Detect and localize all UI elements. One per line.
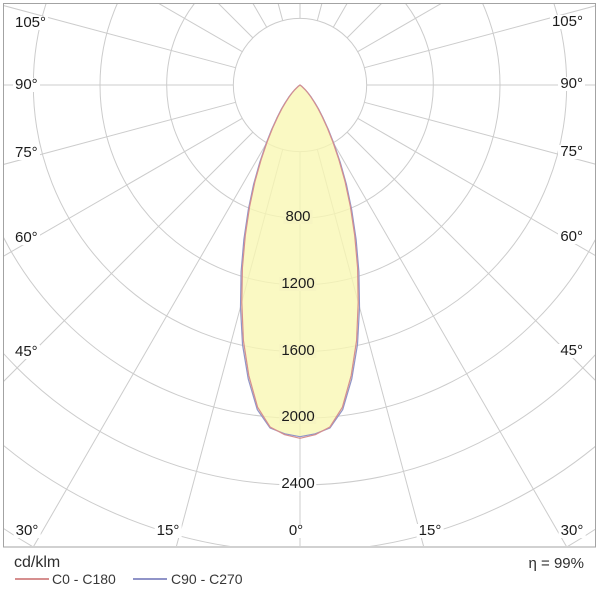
angle-label-bottom-30°-0: 30°	[13, 522, 41, 539]
curve-c90-c270	[239, 84, 361, 438]
angle-label-left-45°: 45°	[13, 343, 40, 360]
beam-curves	[239, 84, 361, 439]
polar-plot-area: 800 1200 1600 2000 2400 105° 90° 75° 60° 45° 105° 9…	[3, 3, 596, 548]
units-label: cd/klm	[14, 554, 61, 571]
legend-label-c0-c180: C0 - C180	[52, 571, 116, 587]
angle-label-bottom-15°-3: 15°	[416, 522, 444, 539]
efficiency-label: η = 99%	[528, 555, 584, 572]
angle-label-left-105°: 105°	[13, 14, 49, 31]
angle-label-left-60°: 60°	[13, 229, 40, 246]
angle-label-bottom-15°-1: 15°	[154, 522, 182, 539]
legend-line-c0-c180	[15, 578, 49, 580]
angle-label-right-90°: 90°	[558, 75, 585, 92]
angle-label-right-45°: 45°	[558, 342, 585, 359]
ring-label-1600: 1600	[279, 341, 317, 359]
angle-label-left-75°: 75°	[13, 144, 40, 161]
plot-border	[3, 3, 596, 548]
angle-label-left-90°: 90°	[13, 76, 40, 93]
legend-footer: cd/klm C0 - C180 C90 - C270 η = 99%	[0, 548, 600, 592]
ring-label-2400: 2400	[279, 475, 317, 492]
ring-label-2000: 2000	[279, 408, 317, 426]
ring-label-800: 800	[283, 208, 313, 226]
angle-label-right-105°: 105°	[549, 13, 585, 30]
legend-label-c90-c270: C90 - C270	[171, 571, 243, 587]
angle-label-right-75°: 75°	[558, 143, 585, 160]
angle-label-right-60°: 60°	[558, 228, 585, 245]
angle-label-bottom-30°-4: 30°	[558, 522, 586, 539]
curve-c0-c180	[241, 84, 359, 439]
ring-label-1200: 1200	[279, 275, 317, 292]
legend-line-c90-c270	[133, 578, 167, 580]
angle-label-bottom-0°-2: 0°	[286, 522, 306, 539]
